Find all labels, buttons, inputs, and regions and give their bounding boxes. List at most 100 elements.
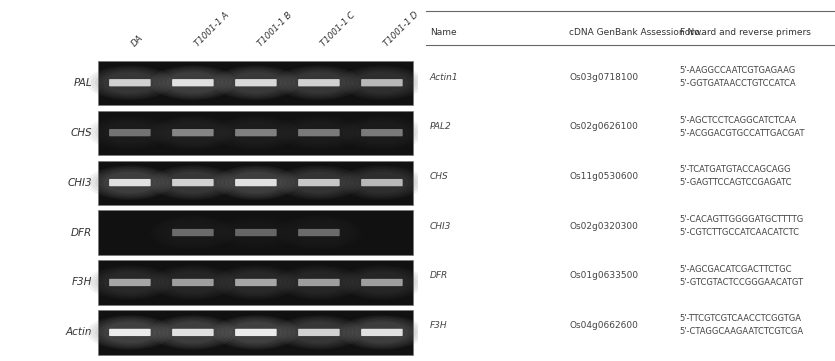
Ellipse shape (284, 169, 354, 196)
Text: Actin: Actin (66, 327, 92, 338)
Text: Actin1: Actin1 (430, 73, 458, 82)
Ellipse shape (103, 122, 157, 143)
Ellipse shape (347, 119, 417, 147)
Text: DA: DA (130, 34, 145, 49)
Ellipse shape (347, 318, 417, 346)
Text: 5'-AAGGCCAATCGTGAGAAG: 5'-AAGGCCAATCGTGAGAAG (680, 66, 796, 75)
Text: Os01g0633500: Os01g0633500 (569, 271, 638, 280)
Text: 5'-GTCGTACTCCGGGAACATGT: 5'-GTCGTACTCCGGGAACATGT (680, 278, 803, 287)
Ellipse shape (91, 317, 169, 348)
Ellipse shape (339, 66, 425, 100)
Ellipse shape (99, 70, 160, 95)
FancyBboxPatch shape (99, 110, 413, 155)
FancyBboxPatch shape (172, 279, 214, 286)
Text: T1001-1 C: T1001-1 C (319, 11, 357, 49)
Ellipse shape (149, 66, 236, 100)
Ellipse shape (154, 267, 232, 298)
Ellipse shape (162, 320, 224, 345)
Text: CHI3: CHI3 (430, 222, 451, 231)
Ellipse shape (154, 217, 232, 248)
Ellipse shape (280, 317, 358, 348)
Text: Os03g0718100: Os03g0718100 (569, 73, 638, 82)
Ellipse shape (284, 69, 354, 97)
FancyBboxPatch shape (298, 229, 340, 236)
Text: Os02g0626100: Os02g0626100 (569, 122, 638, 131)
Ellipse shape (154, 117, 232, 148)
FancyBboxPatch shape (172, 79, 214, 86)
Ellipse shape (154, 167, 232, 198)
Text: Name: Name (430, 28, 457, 37)
FancyBboxPatch shape (109, 179, 150, 186)
Ellipse shape (288, 220, 350, 245)
Text: Forward and reverse primers: Forward and reverse primers (680, 28, 811, 37)
Ellipse shape (292, 72, 346, 93)
Ellipse shape (221, 169, 291, 196)
Ellipse shape (158, 318, 228, 346)
Ellipse shape (284, 119, 354, 147)
Ellipse shape (355, 272, 408, 293)
Ellipse shape (276, 265, 362, 300)
Ellipse shape (284, 219, 354, 247)
Ellipse shape (221, 269, 291, 296)
Ellipse shape (343, 267, 421, 298)
Text: 5'-AGCGACATCGACTTCTGC: 5'-AGCGACATCGACTTCTGC (680, 265, 792, 274)
Ellipse shape (276, 66, 362, 100)
Text: CHS: CHS (430, 172, 448, 181)
FancyBboxPatch shape (99, 161, 413, 205)
Ellipse shape (280, 217, 358, 248)
Ellipse shape (292, 122, 346, 143)
Text: F3H: F3H (430, 321, 448, 330)
Ellipse shape (343, 317, 421, 348)
Ellipse shape (87, 166, 173, 200)
FancyBboxPatch shape (99, 260, 413, 305)
Ellipse shape (347, 269, 417, 296)
Ellipse shape (225, 320, 286, 345)
Ellipse shape (225, 270, 286, 295)
Text: 5'-AGCTCCTCAGGCATCTCAA: 5'-AGCTCCTCAGGCATCTCAA (680, 116, 797, 125)
Ellipse shape (166, 122, 220, 143)
Ellipse shape (339, 265, 425, 300)
Ellipse shape (347, 69, 417, 97)
FancyBboxPatch shape (361, 329, 402, 336)
Ellipse shape (166, 272, 220, 293)
Ellipse shape (280, 67, 358, 98)
Ellipse shape (229, 72, 283, 93)
Ellipse shape (158, 169, 228, 196)
FancyBboxPatch shape (298, 179, 340, 186)
Ellipse shape (158, 69, 228, 97)
Ellipse shape (213, 265, 299, 300)
Ellipse shape (217, 117, 295, 148)
Text: Os11g0530600: Os11g0530600 (569, 172, 638, 181)
Ellipse shape (284, 318, 354, 346)
Ellipse shape (276, 116, 362, 150)
Ellipse shape (343, 67, 421, 98)
Ellipse shape (99, 170, 160, 195)
Ellipse shape (158, 119, 228, 147)
Text: 5'-CTAGGCAAGAATCTCGTCGA: 5'-CTAGGCAAGAATCTCGTCGA (680, 327, 803, 336)
Ellipse shape (99, 270, 160, 295)
Ellipse shape (221, 69, 291, 97)
Ellipse shape (91, 117, 169, 148)
Ellipse shape (288, 121, 350, 145)
FancyBboxPatch shape (99, 310, 413, 355)
Ellipse shape (339, 166, 425, 200)
FancyBboxPatch shape (235, 79, 276, 86)
FancyBboxPatch shape (235, 179, 276, 186)
Ellipse shape (158, 269, 228, 296)
Ellipse shape (225, 170, 286, 195)
FancyBboxPatch shape (298, 279, 340, 286)
Ellipse shape (213, 166, 299, 200)
Ellipse shape (280, 117, 358, 148)
Ellipse shape (87, 265, 173, 300)
Ellipse shape (229, 172, 283, 193)
Ellipse shape (99, 320, 160, 345)
Ellipse shape (149, 265, 236, 300)
FancyBboxPatch shape (99, 210, 413, 255)
Text: Os04g0662600: Os04g0662600 (569, 321, 638, 330)
Ellipse shape (351, 320, 412, 345)
Ellipse shape (103, 272, 157, 293)
FancyBboxPatch shape (109, 329, 150, 336)
Text: CHI3: CHI3 (68, 178, 92, 188)
Text: 5'-CGTCTTGCCATCAACATCTC: 5'-CGTCTTGCCATCAACATCTC (680, 228, 800, 237)
FancyBboxPatch shape (172, 179, 214, 186)
